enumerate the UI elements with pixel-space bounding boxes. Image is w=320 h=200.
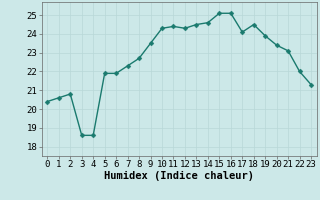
X-axis label: Humidex (Indice chaleur): Humidex (Indice chaleur) (104, 171, 254, 181)
